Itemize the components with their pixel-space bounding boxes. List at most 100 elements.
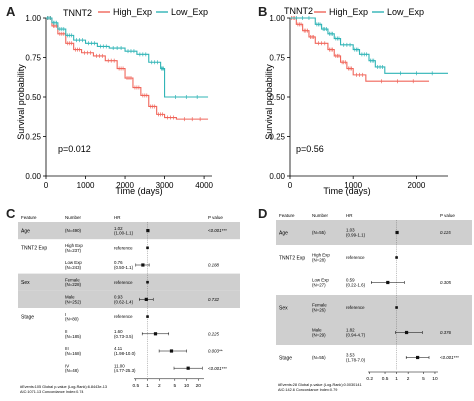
footer-d-1: #Events:28 Global p-value (Log-Rank):0.0… — [278, 383, 362, 387]
x-tick-label: 10 — [184, 383, 190, 389]
y-tick-label: 0.25 — [25, 133, 41, 142]
row-feature: TNNT2 Exp — [21, 246, 47, 252]
km-chart-a: TNNT2 High_Exp Low_Exp Survival probabili… — [16, 7, 214, 196]
legend-label-high-exp: High_Exp — [113, 7, 152, 17]
y-axis-label-b: Survival probability — [264, 64, 274, 140]
forest-plot-d: Feature Number HR P value 0.2 0.5 1 2 5 10 Age (N=5… — [276, 213, 472, 392]
row-pvalue: 0.188 — [208, 263, 220, 268]
x-tick-label: 0.5 — [132, 383, 139, 389]
km-curve-low-exp — [46, 17, 209, 98]
row-hr: 4.11 — [114, 346, 123, 351]
hr-point — [146, 315, 149, 318]
x-tick-label: 0 — [44, 181, 49, 190]
y-tick-label: 0.00 — [269, 172, 285, 181]
panel-letter-d: D — [258, 206, 268, 221]
row-hr: 1.02 — [114, 226, 123, 231]
y-axis-label-a: Survival probability — [16, 64, 26, 140]
km-chart-b: TNNT2 High_Exp Low_Exp Survival probabili… — [264, 6, 448, 196]
row-feature: TNNT2 Exp — [279, 255, 305, 261]
row-number: (N=252) — [65, 299, 82, 304]
legend-label-low-exp: Low_Exp — [171, 7, 208, 17]
row-number: (N=490) — [65, 228, 82, 233]
panel-letter-b: B — [258, 4, 268, 19]
hr-point — [395, 306, 398, 309]
hr-point — [141, 263, 145, 267]
row-number: (N=55) — [312, 355, 326, 360]
row-group: Female — [312, 303, 327, 308]
row-ci: (0.73-3.5) — [114, 334, 134, 339]
header-hr: HR — [346, 213, 353, 218]
row-group: III — [65, 346, 69, 351]
row-ci: (0.50-1.1) — [114, 265, 134, 270]
x-tick-label: 2 — [407, 376, 410, 382]
row-stripe — [18, 222, 240, 240]
y-tick-label: 0.75 — [25, 54, 41, 63]
row-number: (N=168) — [65, 351, 82, 356]
km-curve-low-exp — [290, 17, 448, 74]
legend-label-high-exp: High_Exp — [329, 7, 368, 17]
row-number: (N=243) — [65, 265, 82, 270]
row-ci: (0.22-1.6) — [346, 283, 366, 288]
row-stripe — [276, 220, 472, 245]
row-hr: 0.59 — [346, 278, 355, 283]
hr-point — [404, 330, 409, 335]
row-stripe — [276, 320, 472, 345]
x-tick-label: 10 — [432, 376, 438, 382]
row-hr: 1.03 — [346, 228, 355, 233]
x-tick-label: 1000 — [344, 181, 362, 190]
row-number: (N=28) — [312, 258, 326, 263]
x-tick-label: 4000 — [195, 181, 213, 190]
hr-point — [416, 355, 420, 360]
row-ci: (0.99-1.1) — [346, 233, 366, 238]
y-tick-label: 0.25 — [269, 133, 285, 142]
header-p-value: P value — [440, 213, 455, 218]
row-number: (N=26) — [312, 308, 326, 313]
panel-letter-a: A — [6, 4, 16, 19]
panel-letter-c: C — [6, 206, 16, 221]
row-stripe — [18, 273, 240, 291]
legend-title-a: TNNT2 — [63, 8, 92, 18]
row-ci: (0.94-4.7) — [346, 333, 366, 338]
row-pvalue: <0.001*** — [208, 366, 227, 371]
forest-plot-c: Feature Number HR P value 0.5 1 2 5 10 20 Age (N=49… — [18, 215, 240, 394]
row-pvalue: 0.376 — [440, 330, 452, 335]
row-group: I — [65, 312, 66, 317]
row-hr: 1.60 — [114, 329, 123, 334]
row-number: (N=80) — [65, 317, 79, 322]
hr-point — [386, 280, 390, 285]
row-pvalue: 0.305 — [440, 280, 452, 285]
y-tick-label: 1.00 — [269, 14, 285, 23]
row-pvalue: 0.003** — [208, 349, 223, 354]
hr-point — [153, 332, 158, 336]
row-number: (N=185) — [65, 334, 82, 339]
hr-point — [395, 230, 399, 235]
hr-point — [186, 366, 190, 370]
y-tick-label: 0.75 — [269, 54, 285, 63]
x-tick-label: 2000 — [116, 181, 134, 190]
row-hr: 0.76 — [114, 260, 123, 265]
row-feature: Stage — [279, 355, 292, 361]
row-pvalue: 0.732 — [208, 297, 220, 302]
header-number: Number — [65, 215, 82, 220]
row-group: High Exp — [65, 243, 83, 248]
legend-label-low-exp: Low_Exp — [387, 7, 424, 17]
hr-point — [146, 229, 150, 233]
row-pvalue: 0.115 — [440, 230, 451, 235]
x-tick-label: 1 — [395, 376, 398, 382]
hr-point — [146, 280, 149, 284]
x-tick-label: 5 — [422, 376, 425, 382]
row-number: (N=237) — [65, 248, 82, 253]
hr-point — [395, 256, 398, 259]
header-number: Number — [312, 213, 329, 218]
y-tick-label: 0.50 — [25, 93, 41, 102]
row-feature: Stage — [21, 314, 34, 320]
row-ci: (1.78-7.0) — [346, 358, 366, 363]
row-hr: 1.82 — [346, 328, 355, 333]
x-tick-label: 0 — [288, 181, 293, 190]
row-feature: Age — [21, 228, 30, 234]
row-hr: reference — [114, 245, 133, 250]
x-tick-label: 3000 — [156, 181, 174, 190]
pvalue-a: p=0.012 — [58, 144, 91, 154]
header-feature: Feature — [21, 215, 37, 220]
row-group: High Exp — [312, 253, 330, 258]
